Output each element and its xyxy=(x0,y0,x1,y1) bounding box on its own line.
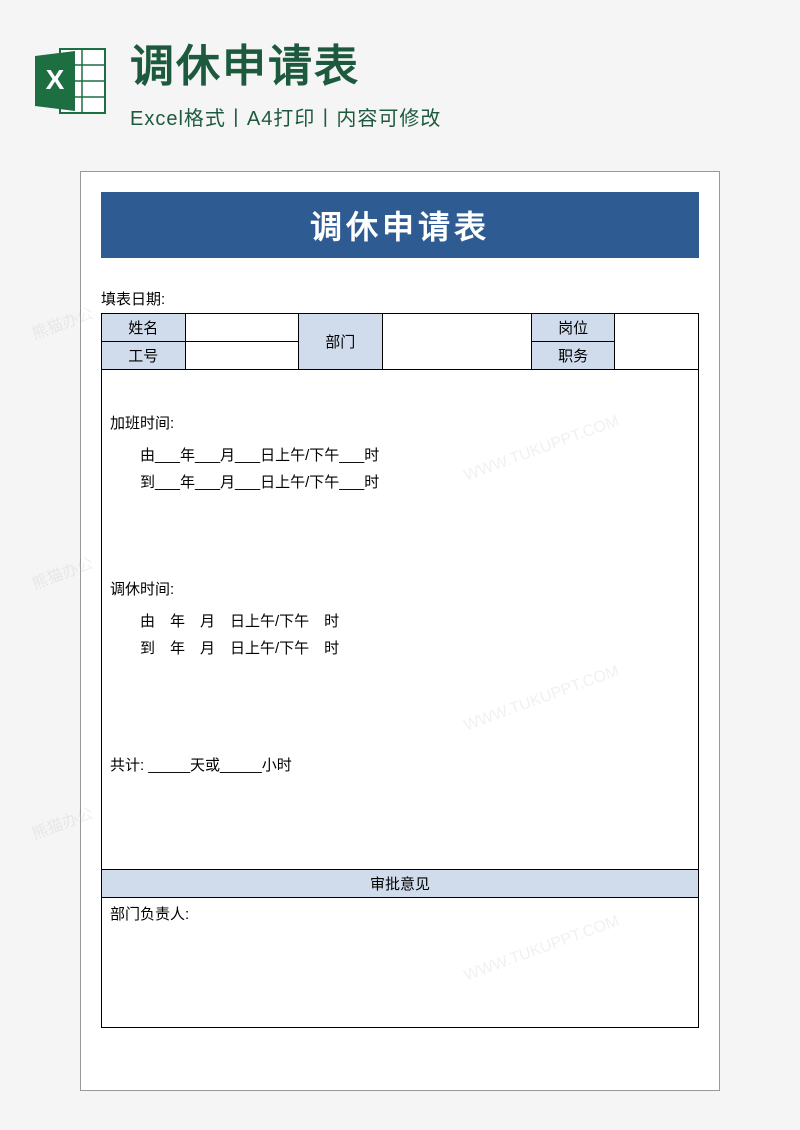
overtime-from: 由___年___月___日上午/下午___时 xyxy=(110,442,690,469)
position-value xyxy=(615,314,699,370)
dept-label: 部门 xyxy=(299,314,383,370)
emp-id-value xyxy=(185,342,298,370)
emp-id-label: 工号 xyxy=(102,342,186,370)
header-text-block: 调休申请表 Excel格式丨A4打印丨内容可修改 xyxy=(130,30,780,131)
dept-value xyxy=(382,314,531,370)
leave-from: 由 年 月 日上午/下午 时 xyxy=(110,608,690,635)
overtime-to: 到___年___月___日上午/下午___时 xyxy=(110,469,690,496)
header-title: 调休申请表 xyxy=(130,30,780,94)
leave-to: 到 年 月 日上午/下午 时 xyxy=(110,635,690,662)
excel-icon: X xyxy=(30,41,110,121)
name-label: 姓名 xyxy=(102,314,186,342)
position-label: 岗位 xyxy=(531,314,615,342)
total-line: 共计: _____天或_____小时 xyxy=(110,752,690,779)
duty-label: 职务 xyxy=(531,342,615,370)
name-value xyxy=(185,314,298,342)
info-table: 姓名 部门 岗位 工号 职务 xyxy=(101,313,699,370)
dept-head-label: 部门负责人: xyxy=(110,906,189,923)
document-preview: 调休申请表 填表日期: 姓名 部门 岗位 工号 职务 加班时间: 由___年__… xyxy=(80,171,720,1091)
content-box: 加班时间: 由___年___月___日上午/下午___时 到___年___月__… xyxy=(101,370,699,870)
page-header: X 调休申请表 Excel格式丨A4打印丨内容可修改 xyxy=(0,0,800,151)
leave-label: 调休时间: xyxy=(110,576,690,603)
header-subtitle: Excel格式丨A4打印丨内容可修改 xyxy=(130,102,780,131)
document-title-bar: 调休申请表 xyxy=(101,192,699,258)
approval-header: 审批意见 xyxy=(101,870,699,898)
svg-text:X: X xyxy=(46,64,65,95)
overtime-label: 加班时间: xyxy=(110,410,690,437)
approval-box: 部门负责人: xyxy=(101,898,699,1028)
fill-date-label: 填表日期: xyxy=(101,288,699,309)
